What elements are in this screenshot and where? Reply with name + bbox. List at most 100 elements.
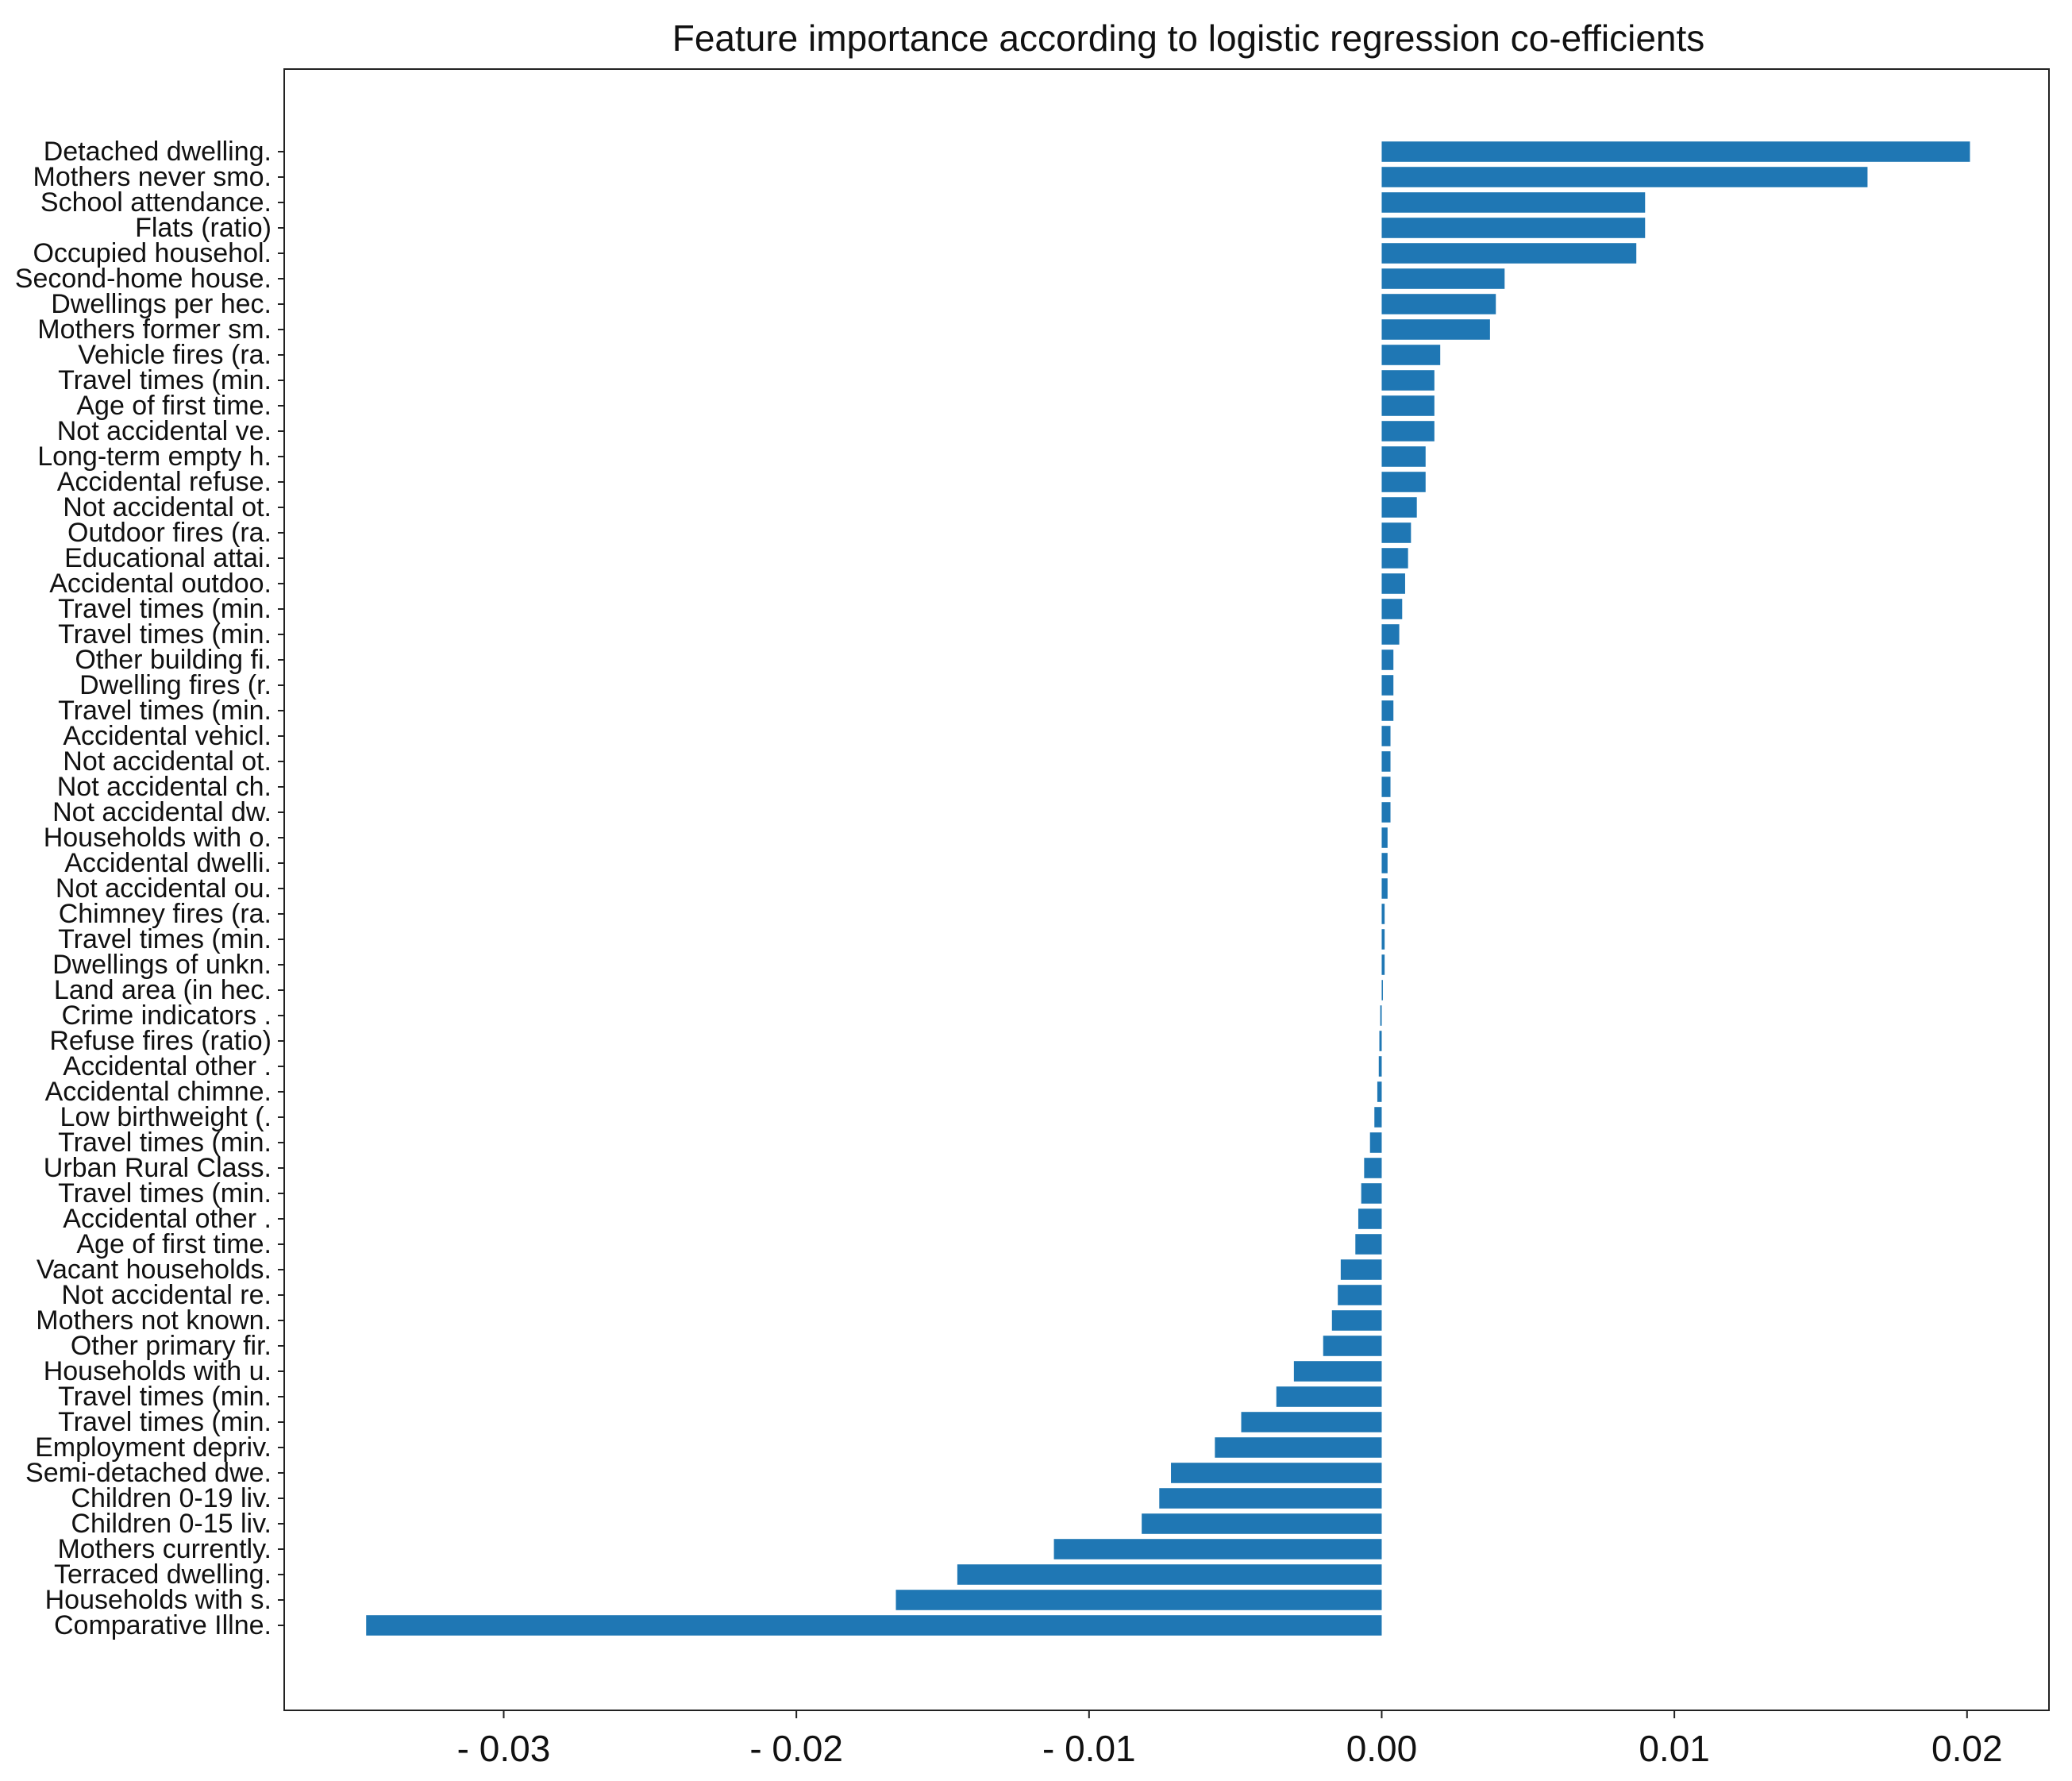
y-tick-label-50: Travel times (min. bbox=[58, 1382, 272, 1412]
x-tick-label-2: - 0.02 bbox=[749, 1728, 843, 1769]
bar-35 bbox=[1380, 1005, 1382, 1026]
bar-19 bbox=[1381, 599, 1403, 619]
y-tick-label-47: Mothers not known. bbox=[36, 1305, 272, 1336]
bar-13 bbox=[1381, 446, 1426, 467]
bar-7 bbox=[1381, 294, 1496, 314]
y-tick-label-22: Dwelling fires (r. bbox=[79, 670, 272, 700]
y-tick-label-34: Land area (in hec. bbox=[54, 975, 272, 1005]
bar-18 bbox=[1381, 573, 1405, 594]
bar-24 bbox=[1381, 726, 1391, 746]
y-tick-label-20: Travel times (min. bbox=[58, 619, 272, 650]
bar-45 bbox=[1340, 1259, 1382, 1280]
y-tick-label-56: Mothers currently. bbox=[57, 1534, 272, 1564]
y-tick-label-36: Refuse fires (ratio) bbox=[49, 1026, 272, 1056]
bar-55 bbox=[1142, 1513, 1382, 1534]
y-tick-label-53: Semi-detached dwe. bbox=[25, 1458, 272, 1488]
y-tick-label-26: Not accidental ch. bbox=[57, 772, 272, 802]
y-tick-label-46: Not accidental re. bbox=[61, 1280, 272, 1310]
y-tick-label-19: Travel times (min. bbox=[58, 594, 272, 624]
bar-58 bbox=[895, 1590, 1382, 1610]
bars-group bbox=[366, 141, 1970, 1636]
bar-32 bbox=[1381, 929, 1385, 950]
bar-52 bbox=[1215, 1437, 1382, 1458]
bar-46 bbox=[1338, 1285, 1382, 1305]
bar-23 bbox=[1381, 700, 1394, 721]
bar-22 bbox=[1381, 675, 1394, 696]
y-tick-label-31: Chimney fires (ra. bbox=[59, 899, 272, 929]
bar-14 bbox=[1381, 472, 1426, 492]
bar-17 bbox=[1381, 548, 1408, 569]
bar-5 bbox=[1381, 243, 1637, 264]
bar-28 bbox=[1381, 827, 1388, 848]
bar-12 bbox=[1381, 421, 1435, 441]
bar-34 bbox=[1381, 980, 1383, 1000]
bar-48 bbox=[1323, 1336, 1382, 1356]
y-tick-label-3: School attendance. bbox=[40, 187, 272, 218]
y-tick-label-18: Accidental outdoo. bbox=[49, 569, 272, 599]
bar-36 bbox=[1379, 1031, 1382, 1051]
y-tick-label-13: Long-term empty h. bbox=[37, 441, 272, 472]
y-tick-label-24: Accidental vehicl. bbox=[63, 721, 272, 751]
bar-8 bbox=[1381, 319, 1490, 340]
bar-40 bbox=[1369, 1132, 1382, 1153]
y-tick-label-1: Detached dwelling. bbox=[44, 137, 272, 167]
y-tick-label-4: Flats (ratio) bbox=[135, 213, 272, 243]
bar-25 bbox=[1381, 751, 1391, 772]
y-tick-label-55: Children 0-15 liv. bbox=[71, 1509, 272, 1539]
y-tick-label-8: Mothers former sm. bbox=[37, 314, 272, 345]
plot-frame bbox=[283, 68, 2050, 1711]
y-tick-label-25: Not accidental ot. bbox=[63, 746, 272, 777]
y-tick-label-57: Terraced dwelling. bbox=[54, 1559, 272, 1590]
y-tick-label-6: Second-home house. bbox=[15, 264, 272, 294]
bar-2 bbox=[1381, 167, 1868, 187]
y-tick-label-14: Accidental refuse. bbox=[57, 467, 272, 497]
bar-47 bbox=[1331, 1310, 1382, 1331]
bar-38 bbox=[1377, 1081, 1382, 1102]
y-tick-label-29: Accidental dwelli. bbox=[64, 848, 272, 878]
x-tick-label-5: 0.01 bbox=[1639, 1728, 1710, 1769]
bar-27 bbox=[1381, 802, 1391, 823]
y-tick-label-49: Households with u. bbox=[44, 1356, 272, 1386]
y-tick-label-54: Children 0-19 liv. bbox=[71, 1483, 272, 1513]
y-tick-label-5: Occupied househol. bbox=[33, 238, 272, 268]
y-tick-label-58: Households with s. bbox=[45, 1585, 272, 1615]
y-tick-labels: Detached dwelling.Mothers never smo.Scho… bbox=[15, 137, 284, 1640]
bar-10 bbox=[1381, 370, 1435, 391]
bar-29 bbox=[1381, 853, 1388, 873]
bar-56 bbox=[1053, 1539, 1382, 1559]
y-tick-label-42: Travel times (min. bbox=[58, 1178, 272, 1209]
y-tick-label-43: Accidental other . bbox=[63, 1204, 272, 1234]
y-tick-label-27: Not accidental dw. bbox=[52, 797, 272, 827]
y-tick-label-16: Outdoor fires (ra. bbox=[67, 518, 272, 548]
bar-51 bbox=[1241, 1412, 1382, 1432]
bar-4 bbox=[1381, 218, 1646, 238]
chart-title: Feature importance according to logistic… bbox=[672, 17, 1705, 59]
bar-43 bbox=[1358, 1209, 1382, 1229]
bar-1 bbox=[1381, 141, 1970, 162]
y-tick-label-38: Accidental chimne. bbox=[45, 1077, 272, 1107]
y-tick-label-7: Dwellings per hec. bbox=[51, 289, 272, 319]
y-tick-label-37: Accidental other . bbox=[63, 1051, 272, 1081]
y-tick-label-12: Not accidental ve. bbox=[57, 416, 272, 446]
y-tick-label-9: Vehicle fires (ra. bbox=[78, 340, 272, 370]
bar-49 bbox=[1293, 1361, 1382, 1382]
bar-54 bbox=[1159, 1488, 1382, 1509]
bar-6 bbox=[1381, 268, 1505, 289]
bar-15 bbox=[1381, 497, 1417, 518]
bar-33 bbox=[1381, 954, 1385, 975]
bar-31 bbox=[1381, 904, 1385, 924]
y-tick-label-32: Travel times (min. bbox=[58, 924, 272, 954]
bar-37 bbox=[1378, 1056, 1382, 1077]
bar-53 bbox=[1171, 1463, 1382, 1483]
bar-41 bbox=[1364, 1158, 1382, 1178]
bar-3 bbox=[1381, 192, 1646, 213]
bar-21 bbox=[1381, 650, 1394, 670]
bar-57 bbox=[957, 1564, 1382, 1585]
bar-42 bbox=[1361, 1183, 1382, 1204]
bar-30 bbox=[1381, 878, 1388, 899]
y-tick-label-33: Dwellings of unkn. bbox=[52, 950, 272, 980]
y-tick-label-21: Other building fi. bbox=[75, 645, 272, 675]
x-tick-label-6: 0.02 bbox=[1931, 1728, 2003, 1769]
y-tick-label-15: Not accidental ot. bbox=[63, 492, 272, 522]
